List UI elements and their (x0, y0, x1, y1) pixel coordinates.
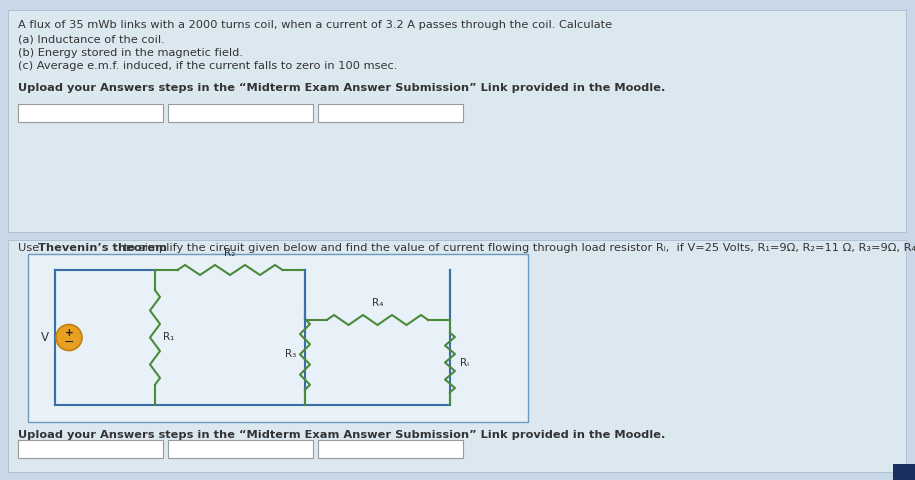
Text: Thevenin’s theorem: Thevenin’s theorem (38, 243, 167, 253)
Text: R₄: R₄ (371, 298, 383, 308)
Bar (18, 440, 163, 458)
Text: to simplify the circuit given below and find the value of current flowing throug: to simplify the circuit given below and … (120, 243, 915, 253)
Bar (8, 10, 906, 232)
Bar (168, 440, 313, 458)
Text: R₁: R₁ (163, 333, 175, 343)
Text: A flux of 35 mWb links with a 2000 turns coil, when a current of 3.2 A passes th: A flux of 35 mWb links with a 2000 turns… (18, 20, 612, 30)
Bar (28, 254, 528, 422)
Bar (318, 104, 463, 122)
Text: Upload your Answers steps in the “Midterm Exam Answer Submission” Link provided : Upload your Answers steps in the “Midter… (18, 430, 665, 440)
Text: V: V (41, 331, 49, 344)
Text: +: + (65, 328, 73, 338)
Circle shape (56, 324, 82, 350)
Text: (b) Energy stored in the magnetic field.: (b) Energy stored in the magnetic field. (18, 48, 243, 58)
Text: (c) Average e.m.f. induced, if the current falls to zero in 100 msec.: (c) Average e.m.f. induced, if the curre… (18, 61, 397, 71)
Bar (318, 440, 463, 458)
Text: Use: Use (18, 243, 43, 253)
Text: Upload your Answers steps in the “Midterm Exam Answer Submission” Link provided : Upload your Answers steps in the “Midter… (18, 83, 665, 93)
Text: (a) Inductance of the coil.: (a) Inductance of the coil. (18, 35, 165, 45)
Text: −: − (64, 336, 74, 349)
Text: R₃: R₃ (285, 349, 296, 360)
Text: Rₗ: Rₗ (459, 358, 468, 368)
Text: R₂: R₂ (224, 248, 236, 258)
Bar (18, 104, 163, 122)
Bar (8, 240, 906, 472)
Bar (893, 464, 915, 480)
Bar (168, 104, 313, 122)
